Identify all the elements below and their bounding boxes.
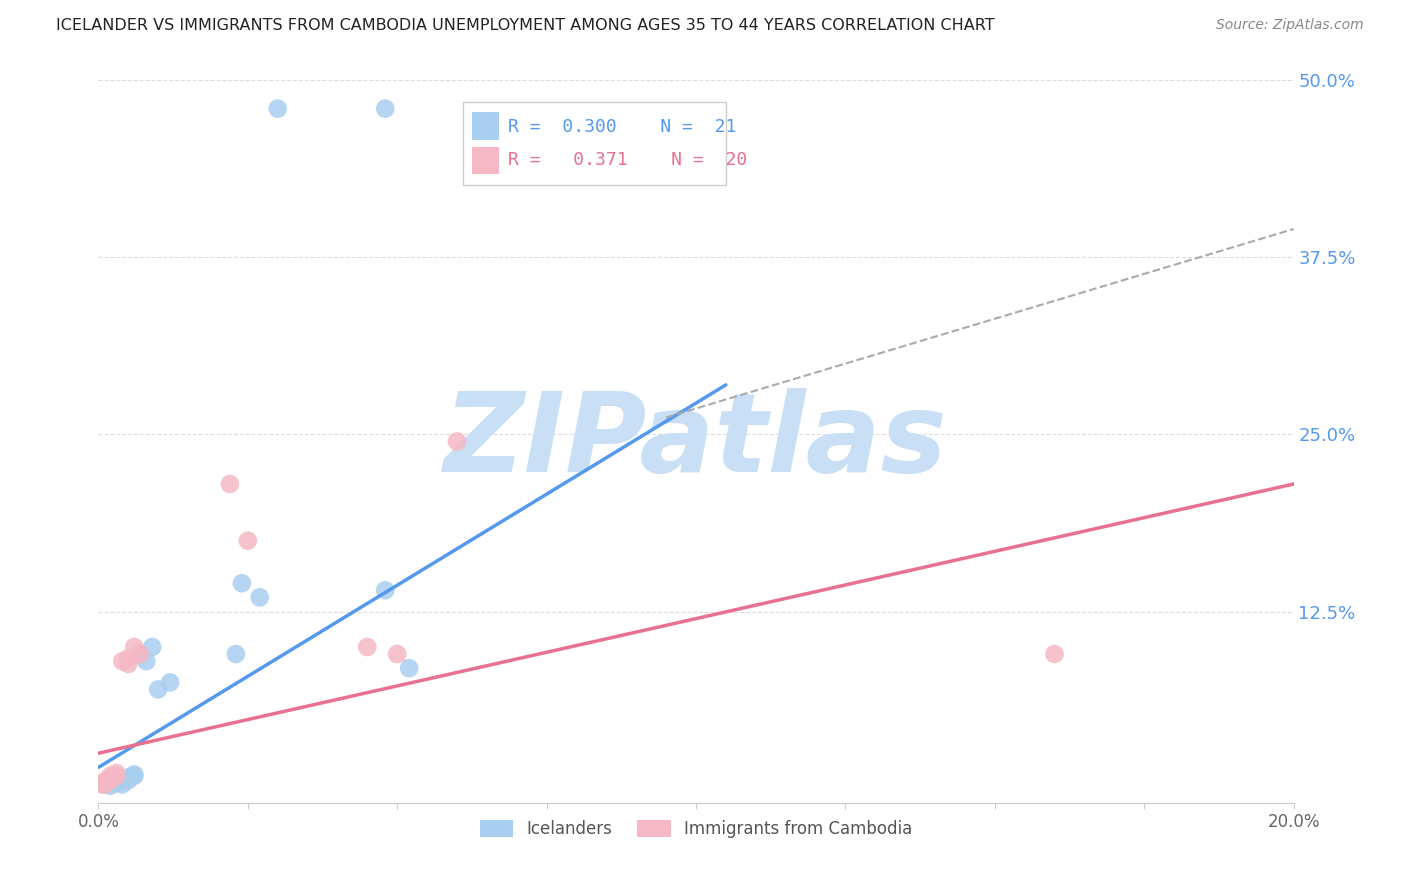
Point [124, 640, 146, 654]
Point [98, 772, 122, 786]
Point [236, 533, 259, 548]
Point [148, 682, 170, 697]
Point [124, 767, 146, 781]
Point [141, 640, 163, 654]
Point [267, 102, 290, 116]
Point [446, 434, 468, 449]
Point [111, 654, 134, 668]
Point [117, 770, 139, 784]
Point [98, 773, 122, 788]
Point [98, 772, 122, 786]
Point [374, 583, 396, 598]
Point [124, 769, 146, 783]
FancyBboxPatch shape [463, 102, 725, 185]
Point [385, 647, 409, 661]
Point [225, 647, 247, 661]
Legend: Icelanders, Immigrants from Cambodia: Icelanders, Immigrants from Cambodia [472, 814, 920, 845]
Point [356, 640, 378, 654]
Point [105, 769, 128, 783]
Point [249, 591, 271, 605]
Point [1043, 647, 1066, 661]
Point [98, 769, 122, 783]
Point [111, 777, 134, 791]
Point [135, 654, 157, 668]
Point [93, 774, 115, 789]
Point [117, 651, 139, 665]
Point [231, 576, 253, 591]
Point [129, 647, 152, 661]
Point [219, 477, 242, 491]
Text: ICELANDER VS IMMIGRANTS FROM CAMBODIA UNEMPLOYMENT AMONG AGES 35 TO 44 YEARS COR: ICELANDER VS IMMIGRANTS FROM CAMBODIA UN… [56, 18, 995, 33]
Point [117, 773, 139, 788]
Point [374, 102, 396, 116]
Point [93, 776, 115, 790]
Text: Source: ZipAtlas.com: Source: ZipAtlas.com [1216, 18, 1364, 32]
FancyBboxPatch shape [472, 112, 499, 139]
Point [90, 777, 112, 791]
Point [93, 777, 115, 791]
Point [129, 647, 152, 661]
Point [98, 779, 122, 793]
Point [117, 657, 139, 671]
Point [398, 661, 420, 675]
Point [105, 776, 128, 790]
Point [159, 675, 181, 690]
Text: R =   0.371    N =  20: R = 0.371 N = 20 [509, 151, 748, 169]
Point [93, 777, 115, 791]
Text: R =  0.300    N =  21: R = 0.300 N = 21 [509, 118, 737, 136]
Point [105, 766, 128, 780]
FancyBboxPatch shape [472, 147, 499, 174]
Text: ZIPatlas: ZIPatlas [444, 388, 948, 495]
